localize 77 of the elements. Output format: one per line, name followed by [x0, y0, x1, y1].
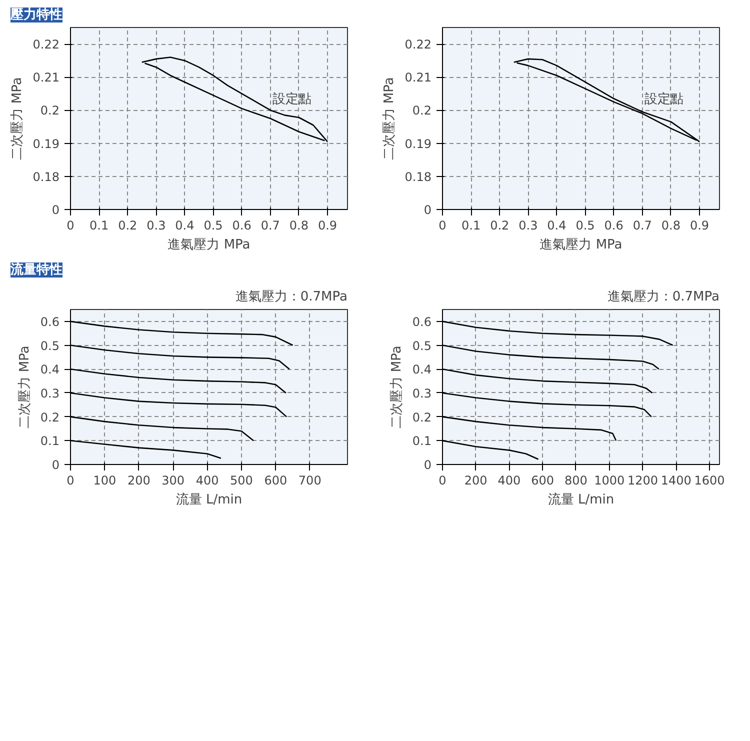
y-tick-label: 0.21 [404, 70, 432, 85]
x-tick-label: 400 [498, 474, 521, 488]
x-tick-label: 0.3 [518, 218, 538, 232]
x-tick-label: 0.2 [118, 218, 138, 232]
y-axis-title: 二次壓力 MPa [389, 346, 404, 428]
annotation: 設定點 [272, 92, 312, 108]
x-tick-label: 0 [66, 474, 74, 488]
y-tick-label: 0.6 [40, 314, 60, 329]
chart-title: 流量特性 [10, 262, 62, 278]
y-tick-label: 0.1 [412, 434, 432, 448]
y-axis-title: 二次壓力 MPa [382, 77, 397, 160]
chart-subtitle: 進氣壓力：0.7MPa [235, 290, 348, 304]
x-tick-label: 0.9 [318, 218, 338, 232]
x-tick-label: 0.3 [146, 218, 166, 232]
x-tick-label: 0.8 [289, 218, 309, 232]
x-axis-title: 流量 L/min [548, 492, 614, 508]
x-tick-label: 0 [66, 218, 74, 232]
x-tick-label: 0.1 [90, 218, 109, 232]
annotation: 設定點 [644, 92, 684, 108]
x-tick-label: 0.5 [204, 218, 223, 232]
x-tick-label: 0.6 [232, 218, 252, 232]
x-tick-label: 600 [264, 474, 288, 488]
y-tick-label: 0.2 [412, 104, 432, 118]
y-tick-label: 0.19 [32, 136, 60, 151]
y-tick-label: 0.18 [32, 170, 60, 184]
y-tick-label: 0.22 [404, 38, 432, 52]
y-tick-label: 0.6 [412, 314, 432, 329]
y-tick-label: 0.2 [412, 410, 432, 424]
y-tick-label: 0.5 [40, 338, 60, 353]
x-axis-title: 進氣壓力 MPa [168, 238, 250, 252]
y-tick-label: 0.2 [40, 104, 60, 118]
x-tick-label: 0.4 [547, 218, 566, 232]
x-tick-label: 200 [127, 474, 150, 488]
x-tick-label: 200 [464, 474, 488, 488]
x-tick-label: 0.7 [260, 218, 280, 232]
y-tick-label: 0.22 [32, 38, 60, 52]
y-axis-title: 二次壓力 MPa [10, 77, 25, 160]
y-tick-label: 0.3 [412, 386, 432, 400]
x-tick-label: 700 [298, 474, 322, 488]
x-tick-label: 100 [93, 474, 116, 488]
x-axis-title: 進氣壓力 MPa [540, 238, 622, 252]
y-tick-label: 0.1 [40, 434, 60, 448]
x-tick-label: 1400 [660, 474, 692, 488]
x-tick-label: 600 [531, 474, 554, 488]
x-tick-label: 0.5 [576, 218, 595, 232]
y-tick-label: 0.4 [412, 362, 432, 377]
x-tick-label: 0.4 [175, 218, 194, 232]
x-tick-label: 1200 [627, 474, 658, 488]
y-tick-label: 0 [424, 203, 432, 217]
y-tick-label: 0.21 [32, 70, 60, 85]
y-axis-title: 二次壓力 MPa [17, 346, 32, 428]
y-tick-label: 0.5 [412, 338, 432, 353]
y-tick-label: 0.19 [404, 136, 432, 151]
y-tick-label: 0.18 [404, 170, 432, 184]
x-tick-label: 300 [162, 474, 185, 488]
x-tick-label: 0.9 [690, 218, 710, 232]
x-tick-label: 400 [196, 474, 219, 488]
chart-subtitle: 進氣壓力：0.7MPa [607, 290, 720, 304]
y-tick-label: 0 [424, 458, 432, 472]
x-tick-label: 0.6 [604, 218, 624, 232]
x-tick-label: 0.1 [462, 218, 481, 232]
y-tick-label: 0.2 [40, 410, 60, 424]
x-tick-label: 0 [438, 218, 446, 232]
x-tick-label: 800 [564, 474, 588, 488]
x-tick-label: 0 [438, 474, 446, 488]
y-tick-label: 0 [52, 203, 60, 217]
y-tick-label: 0 [52, 458, 60, 472]
x-tick-label: 0.8 [661, 218, 681, 232]
x-tick-label: 0.2 [490, 218, 510, 232]
y-tick-label: 0.4 [40, 362, 60, 377]
x-tick-label: 500 [230, 474, 253, 488]
x-tick-label: 0.7 [632, 218, 652, 232]
x-axis-title: 流量 L/min [176, 492, 242, 508]
x-tick-label: 1600 [694, 474, 725, 488]
y-tick-label: 0.3 [40, 386, 60, 400]
chart-title: 壓力特性 [10, 8, 62, 22]
x-tick-label: 1000 [594, 474, 625, 488]
